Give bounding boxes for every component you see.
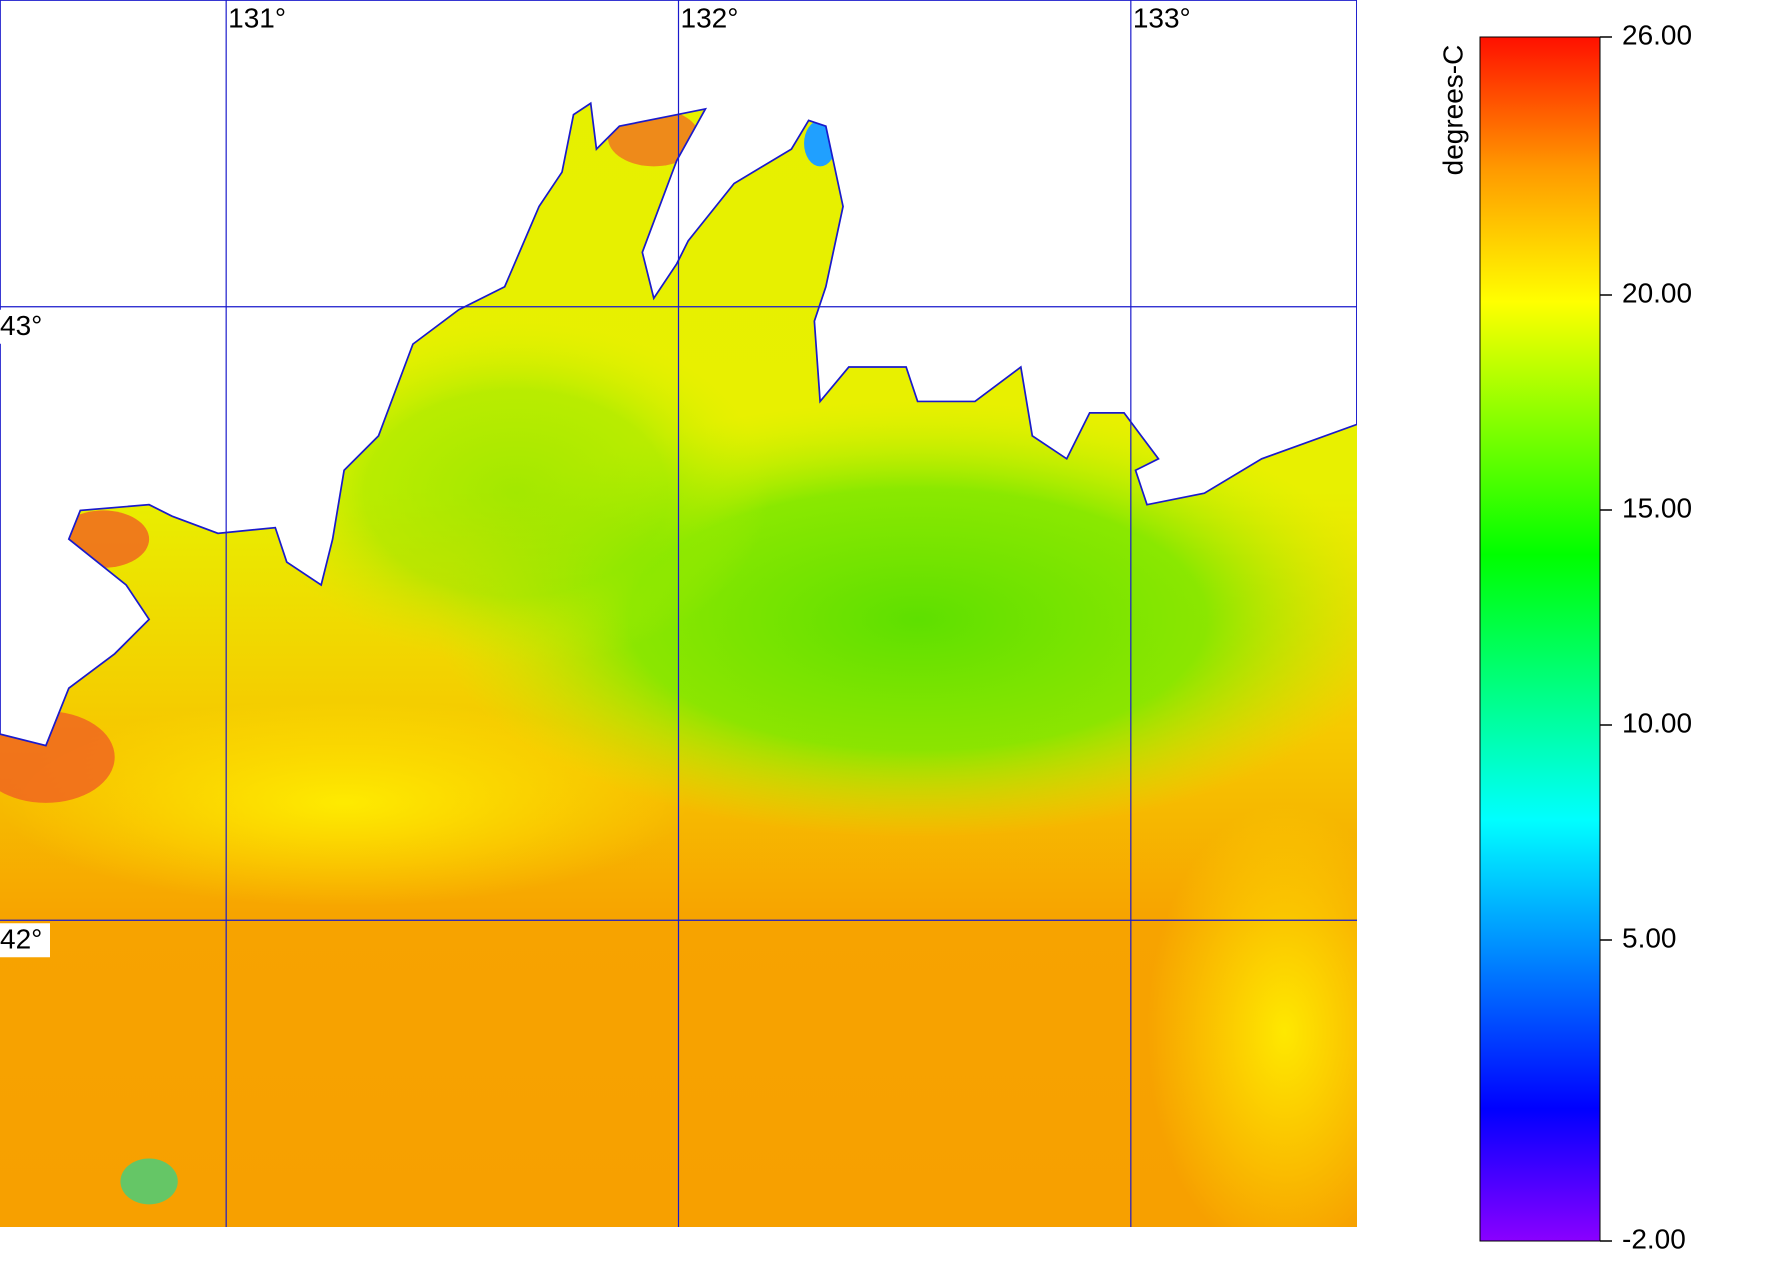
colorbar-tick-label: 5.00 <box>1622 922 1677 953</box>
lat-label-bg <box>0 309 50 344</box>
colorbar-tick-label: -2.00 <box>1622 1223 1686 1254</box>
colorbar-label: degrees-C <box>1437 45 1468 176</box>
lon-label: 133° <box>1133 2 1191 33</box>
lon-label: 132° <box>681 2 739 33</box>
colorbar-tick-label: 15.00 <box>1622 492 1692 523</box>
lon-label: 131° <box>228 2 286 33</box>
colorbar-tick-label: 26.00 <box>1622 19 1692 50</box>
lat-label: 43° <box>0 310 42 341</box>
colorbar-tick-label: 10.00 <box>1622 707 1692 738</box>
colorbar <box>1479 36 1601 1242</box>
sst-image <box>0 0 1357 1227</box>
colorbar-tick-label: 20.00 <box>1622 277 1692 308</box>
lat-label: 42° <box>0 924 42 955</box>
lat-label-bg <box>0 923 50 958</box>
